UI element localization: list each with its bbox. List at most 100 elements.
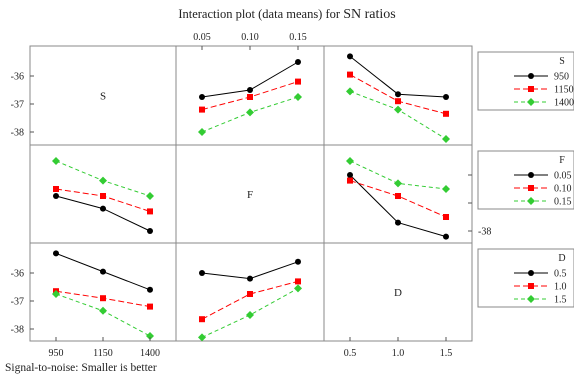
y-tick-label: -36 — [11, 269, 24, 280]
legend-label: 0.5 — [554, 269, 567, 280]
data-point — [198, 128, 206, 136]
data-point — [395, 219, 401, 226]
panel-grid: S F D — [29, 45, 473, 342]
footnote: Signal-to-noise: Smaller is better — [5, 362, 157, 374]
data-point — [100, 205, 106, 212]
data-point — [346, 87, 354, 96]
panel-f-by-d — [346, 157, 450, 240]
y-tick-label: -37 — [11, 297, 24, 308]
y-tick-label: -38 — [11, 128, 24, 139]
data-point — [52, 290, 60, 298]
data-point — [100, 295, 106, 302]
data-point — [99, 306, 107, 315]
legend-label: 0.05 — [554, 171, 572, 182]
data-point — [443, 233, 449, 240]
data-point — [146, 192, 154, 200]
chart-title: Interaction plot (data means) for SN rat… — [178, 7, 395, 22]
data-point — [99, 176, 107, 185]
data-point — [247, 275, 253, 282]
data-point — [198, 333, 206, 342]
legend-marker — [528, 185, 534, 191]
data-point — [346, 157, 354, 165]
data-point — [199, 316, 205, 323]
legend-marker — [528, 283, 534, 289]
data-point — [199, 94, 205, 100]
legend-marker — [528, 270, 534, 276]
panel-d-by-s — [52, 250, 154, 340]
data-point — [147, 208, 153, 215]
data-point — [395, 98, 401, 105]
data-point — [395, 91, 401, 98]
data-point — [442, 135, 450, 143]
legend-label: 1.0 — [554, 282, 567, 293]
x-tick-label: 950 — [49, 348, 64, 359]
panel-f-by-s — [52, 157, 154, 234]
data-point — [295, 258, 301, 265]
data-point — [100, 193, 106, 199]
legend-label: 0.15 — [554, 197, 572, 208]
data-point — [147, 303, 153, 310]
legend-box — [477, 150, 574, 210]
legend-marker — [527, 197, 535, 205]
data-point — [394, 105, 402, 114]
data-point — [347, 177, 353, 184]
legend-box — [477, 51, 574, 111]
x-tick-label: 0.10 — [241, 32, 259, 43]
data-point — [100, 268, 106, 275]
x-tick-label: 1.5 — [440, 348, 453, 359]
data-point — [147, 286, 153, 293]
legend-f: F 0.05 0.10 0.15 — [477, 150, 574, 210]
data-point — [52, 157, 60, 165]
diagonal-label-d: D — [394, 287, 402, 299]
panel-frame — [29, 242, 177, 342]
y-tick-label: -38 — [478, 227, 491, 238]
chart-title-suffix: SN ratios — [343, 7, 396, 22]
data-point — [395, 193, 401, 199]
panel-s-by-f — [198, 59, 302, 136]
data-point — [347, 53, 353, 60]
diagonal-label-f: F — [247, 189, 253, 201]
data-point — [347, 71, 353, 78]
legend-title: D — [558, 253, 565, 264]
x-tick-label: 1.0 — [392, 348, 405, 359]
data-point — [443, 110, 449, 117]
data-point — [246, 108, 254, 117]
series-line-950 — [349, 56, 447, 98]
legend-box — [477, 248, 574, 308]
legend-label: 1150 — [554, 85, 574, 96]
data-point — [53, 186, 59, 192]
diagonal-label-s: S — [100, 91, 106, 103]
y-tick-label: -37 — [11, 100, 24, 111]
data-point — [247, 291, 253, 297]
data-point — [295, 278, 301, 285]
data-point — [443, 94, 449, 100]
data-point — [442, 185, 450, 193]
data-point — [347, 172, 353, 178]
x-tick-label: 1400 — [140, 348, 160, 359]
data-point — [53, 193, 59, 199]
legend-marker — [528, 172, 534, 178]
legend-marker — [527, 295, 535, 303]
data-point — [295, 78, 301, 85]
data-point — [295, 59, 301, 65]
legend-title: F — [559, 155, 565, 166]
data-point — [199, 106, 205, 113]
data-point — [394, 179, 402, 188]
data-point — [53, 250, 59, 257]
data-point — [294, 93, 302, 101]
data-point — [147, 228, 153, 234]
legend-marker — [527, 98, 535, 106]
y-tick-label: -38 — [11, 325, 24, 336]
legends: S 950 1150 1400 F 0.05 0.10 0.15 D 0.5 1.0 1.5 — [477, 51, 574, 308]
legend-s: S 950 1150 1400 — [477, 51, 574, 111]
legend-marker — [528, 86, 534, 92]
y-tick-label: -36 — [11, 72, 24, 83]
legend-d: D 0.5 1.0 1.5 — [477, 248, 574, 308]
legend-label: 1.5 — [554, 295, 567, 306]
data-point — [247, 94, 253, 100]
data-point — [443, 214, 449, 220]
x-tick-label: 0.15 — [289, 32, 307, 43]
x-tick-label: 1150 — [93, 348, 113, 359]
legend-label: 0.10 — [554, 184, 572, 195]
